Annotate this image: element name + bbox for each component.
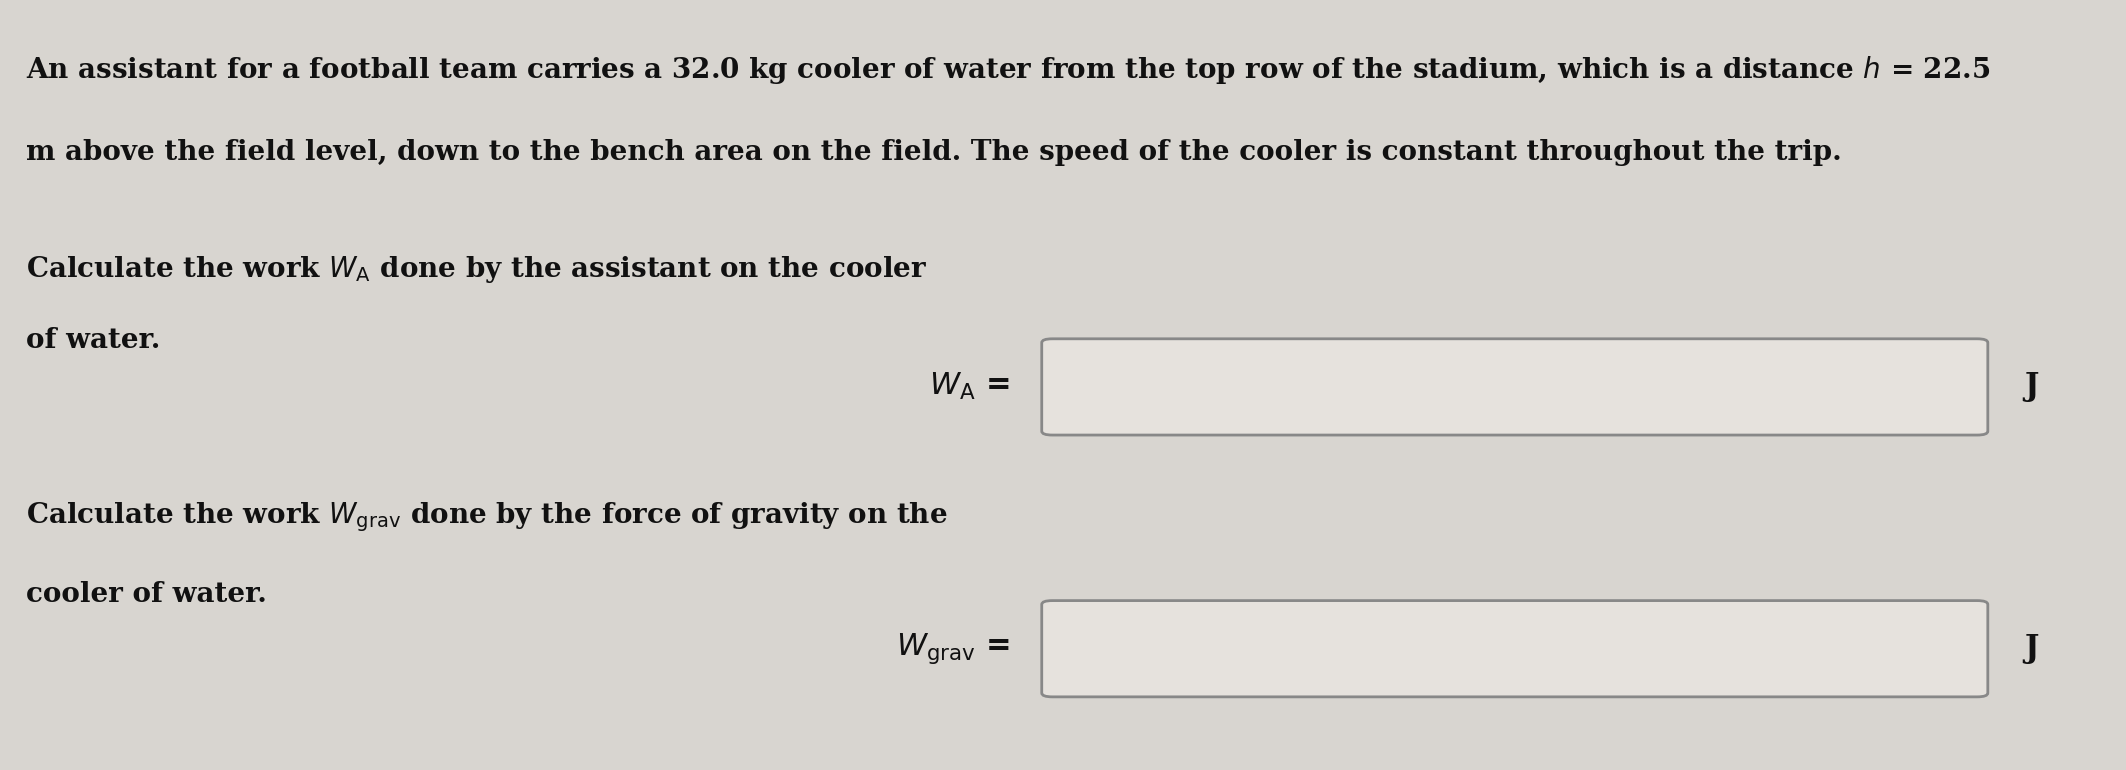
Text: J: J — [2024, 633, 2039, 665]
Text: Calculate the work $W_{\mathrm{grav}}$ done by the force of gravity on the: Calculate the work $W_{\mathrm{grav}}$ d… — [26, 500, 946, 534]
Text: An assistant for a football team carries a 32.0 kg cooler of water from the top : An assistant for a football team carries… — [26, 54, 1990, 86]
Text: J: J — [2024, 371, 2039, 403]
Text: m above the field level, down to the bench area on the field. The speed of the c: m above the field level, down to the ben… — [26, 139, 1841, 166]
FancyBboxPatch shape — [1042, 339, 1988, 435]
Text: $W_{\mathrm{grav}}$ =: $W_{\mathrm{grav}}$ = — [895, 631, 1010, 666]
Text: of water.: of water. — [26, 327, 159, 354]
Text: cooler of water.: cooler of water. — [26, 581, 266, 608]
Text: $W_{\mathrm{A}}$ =: $W_{\mathrm{A}}$ = — [929, 371, 1010, 403]
Text: Calculate the work $W_{\mathrm{A}}$ done by the assistant on the cooler: Calculate the work $W_{\mathrm{A}}$ done… — [26, 254, 927, 285]
FancyBboxPatch shape — [1042, 601, 1988, 697]
